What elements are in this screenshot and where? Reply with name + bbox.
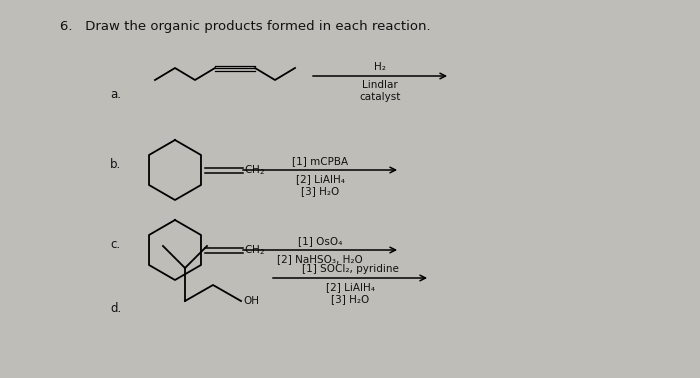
Text: OH: OH <box>243 296 259 306</box>
Text: d.: d. <box>110 302 121 315</box>
Text: CH$_2$: CH$_2$ <box>244 163 265 177</box>
Text: Lindlar
catalyst: Lindlar catalyst <box>359 80 400 102</box>
Text: CH$_2$: CH$_2$ <box>244 243 265 257</box>
Text: [2] LiAlH₄
[3] H₂O: [2] LiAlH₄ [3] H₂O <box>326 282 374 304</box>
Text: H₂: H₂ <box>374 62 386 72</box>
Text: c.: c. <box>110 238 120 251</box>
Text: [2] LiAlH₄
[3] H₂O: [2] LiAlH₄ [3] H₂O <box>295 174 344 195</box>
Text: a.: a. <box>110 88 121 101</box>
Text: [1] OsO₄: [1] OsO₄ <box>298 236 342 246</box>
Text: 6.   Draw the organic products formed in each reaction.: 6. Draw the organic products formed in e… <box>60 20 430 33</box>
Text: b.: b. <box>110 158 121 171</box>
Text: [1] mCPBA: [1] mCPBA <box>292 156 348 166</box>
Text: [2] NaHSO₃, H₂O: [2] NaHSO₃, H₂O <box>277 254 363 264</box>
Text: [1] SOCl₂, pyridine: [1] SOCl₂, pyridine <box>302 264 398 274</box>
